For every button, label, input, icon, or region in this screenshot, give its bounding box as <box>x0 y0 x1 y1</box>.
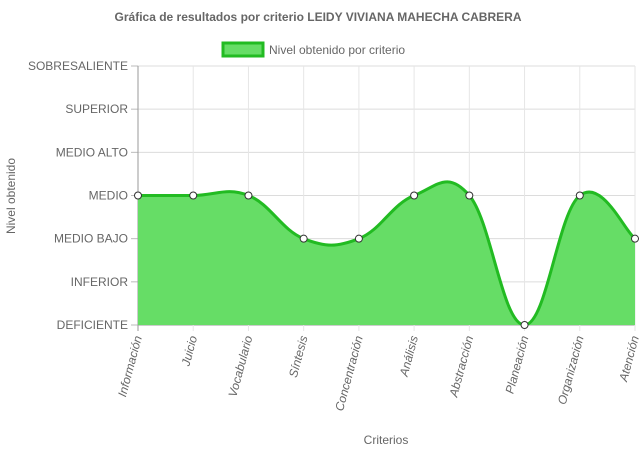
legend-swatch <box>221 41 265 58</box>
data-points <box>134 191 639 329</box>
y-tick-label: MEDIO <box>89 189 128 203</box>
y-tick-label: MEDIO ALTO <box>56 145 128 159</box>
y-tick-label: SUPERIOR <box>65 102 128 116</box>
x-tick-label: Organización <box>555 334 587 406</box>
data-point[interactable] <box>410 191 419 200</box>
x-tick-label: Síntesis <box>286 334 311 379</box>
x-tick-label: Análisis <box>397 334 421 379</box>
y-tick-label: DEFICIENTE <box>57 318 128 332</box>
x-tick-label: Planeación <box>503 334 532 395</box>
y-tick-label: SOBRESALIENTE <box>28 59 128 73</box>
legend-label: Nivel obtenido por criterio <box>269 43 405 57</box>
x-tick-label: Juicio <box>178 334 200 369</box>
y-tick-label: INFERIOR <box>71 275 129 289</box>
x-tick-label: Atención <box>616 334 639 384</box>
x-axis-label: Criterios <box>364 433 409 447</box>
x-tick-label: Abstracción <box>446 334 476 399</box>
data-point[interactable] <box>465 191 474 200</box>
data-point[interactable] <box>520 321 529 329</box>
x-tick-label: Información <box>115 334 145 398</box>
data-point[interactable] <box>244 191 253 200</box>
y-axis-label: Nivel obtenido <box>4 158 18 234</box>
chart-title: Gráfica de resultados por criterio LEIDY… <box>115 10 522 24</box>
data-point[interactable] <box>354 234 363 243</box>
legend[interactable]: Nivel obtenido por criterio <box>221 41 405 58</box>
data-point[interactable] <box>631 234 639 243</box>
data-point[interactable] <box>299 234 308 243</box>
x-tick-label: Concentración <box>332 334 366 413</box>
y-tick-label: MEDIO BAJO <box>54 232 128 246</box>
data-point[interactable] <box>134 191 142 200</box>
series-area <box>138 181 635 325</box>
x-tick-label: Vocabulario <box>226 334 256 399</box>
data-point[interactable] <box>575 191 584 200</box>
y-axis: DEFICIENTE INFERIOR MEDIO BAJO MEDIO MEDIO A… <box>28 59 128 332</box>
area-layer <box>138 180 637 327</box>
data-point[interactable] <box>189 191 198 200</box>
x-axis: Información Juicio Vocabulario Síntesis Conc… <box>115 334 639 413</box>
